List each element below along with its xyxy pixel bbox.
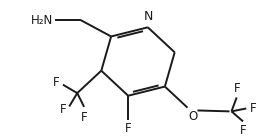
Text: F: F: [250, 102, 257, 115]
Text: F: F: [234, 82, 241, 95]
Text: F: F: [81, 111, 87, 124]
Text: F: F: [125, 122, 131, 135]
Text: F: F: [60, 103, 66, 116]
Text: F: F: [240, 124, 246, 137]
Text: O: O: [188, 110, 198, 123]
Text: N: N: [144, 10, 153, 23]
Text: H₂N: H₂N: [30, 14, 53, 27]
Text: F: F: [53, 76, 60, 89]
